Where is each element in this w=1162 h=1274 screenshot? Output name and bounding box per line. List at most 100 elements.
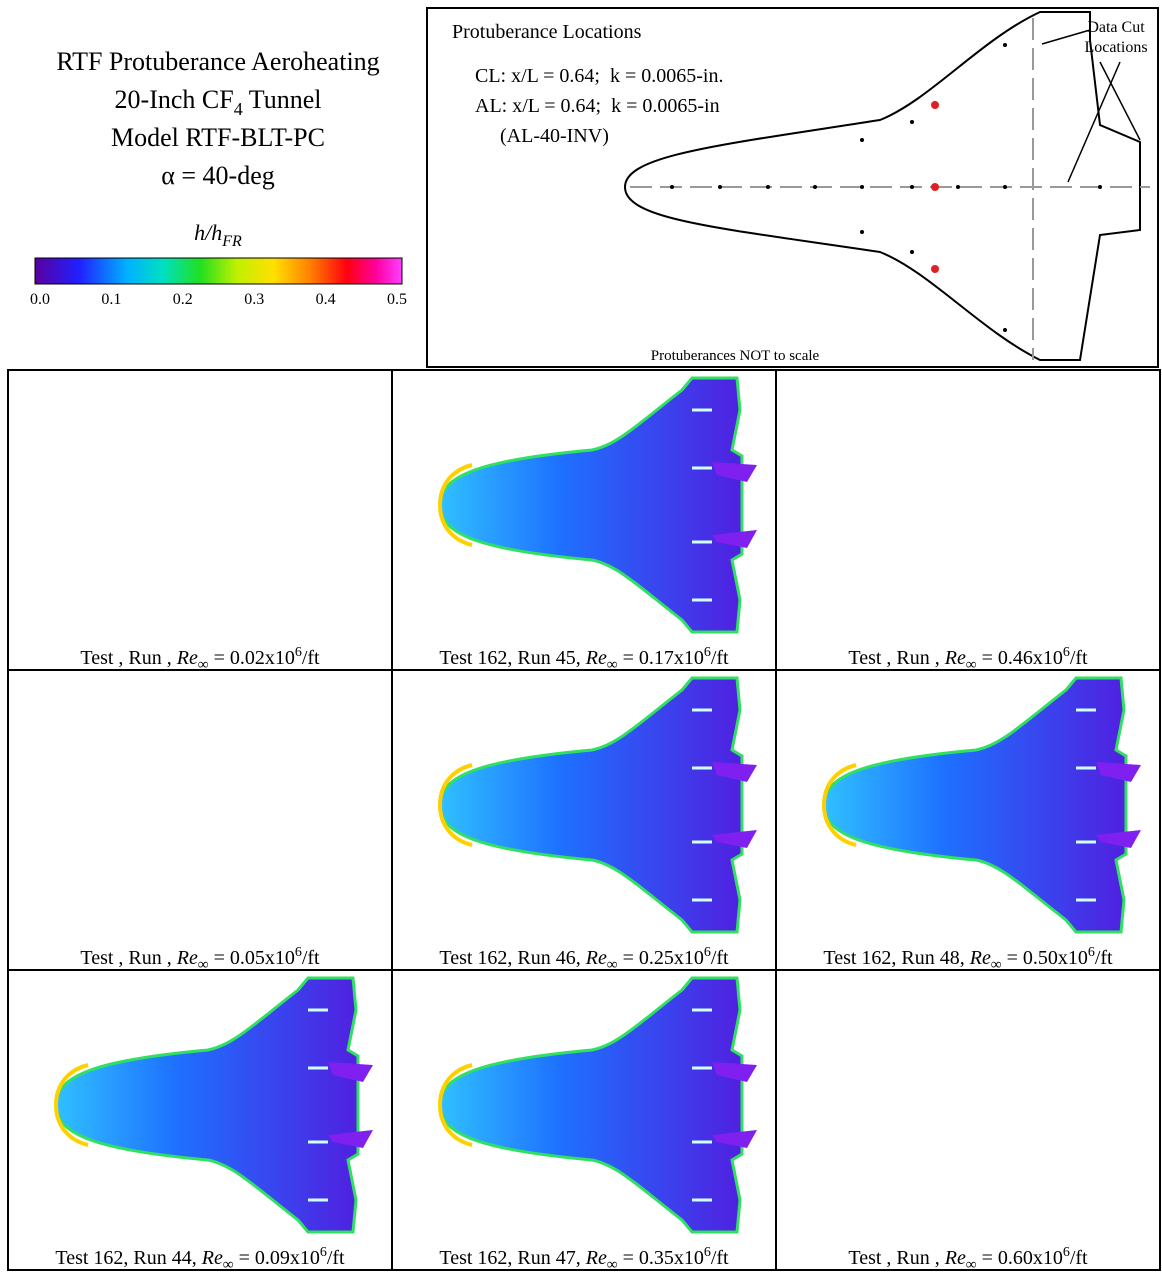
exp: 6 [295, 945, 302, 960]
exp: 6 [704, 945, 711, 960]
locations-line: AL: x/L = 0.64; k = 0.0065-in [475, 95, 720, 117]
shuttle-outline [623, 11, 1141, 361]
colorbar-tick: 0.0 [30, 291, 50, 308]
title-line: Model RTF-BLT-PC [111, 123, 325, 152]
unit: /ft [1095, 947, 1113, 969]
panel-caption: Test 162, Run 46, Re∞ = 0.25x106/ft [439, 945, 729, 973]
unit: /ft [1070, 1247, 1088, 1269]
prefix: Test , Run , [848, 647, 944, 669]
cut-arrows [1041, 29, 1141, 183]
exp: 6 [1063, 645, 1070, 660]
prefix: Test , Run , [80, 647, 176, 669]
text: RTF Protuberance Aeroheating [56, 47, 379, 76]
exp: 6 [704, 645, 711, 660]
locations-line: (AL-40-INV) [500, 125, 609, 147]
panel-caption: Test 162, Run 44, Re∞ = 0.09x106/ft [55, 1245, 345, 1273]
var: Re [176, 647, 198, 669]
panel-caption: Test 162, Run 45, Re∞ = 0.17x106/ft [439, 645, 729, 673]
prefix: Test , Run , [80, 947, 176, 969]
prefix: Test 162, Run 45, [439, 647, 585, 669]
label-sub: FR [221, 233, 242, 250]
var: Re [201, 1247, 223, 1269]
panel-caption: Test , Run , Re∞ = 0.05x106/ft [80, 945, 320, 973]
rest: = 0.60x10 [977, 1247, 1063, 1269]
rest: = 0.05x10 [209, 947, 295, 969]
panel-grid [7, 369, 1161, 1271]
colorbar-tick: 0.4 [316, 291, 336, 308]
var: Re [944, 647, 966, 669]
sub: ∞ [966, 657, 977, 673]
var: Re [585, 647, 607, 669]
locations-line: CL: x/L = 0.64; k = 0.0065-in. [475, 65, 723, 87]
prefix: Test 162, Run 47, [439, 1247, 585, 1269]
sub: ∞ [607, 657, 618, 673]
exp: 6 [1088, 945, 1095, 960]
header: RTF Protuberance Aeroheating 20-Inch CF4 … [56, 47, 379, 190]
prefix: Test 162, Run 48, [823, 947, 969, 969]
unit: /ft [711, 1247, 729, 1269]
rest: = 0.17x10 [618, 647, 704, 669]
exp: 6 [320, 1245, 327, 1260]
colorbar-tick: 0.1 [101, 291, 121, 308]
heat-image [438, 676, 759, 934]
sub: ∞ [991, 957, 1002, 973]
cut-lines [630, 18, 1150, 360]
exp: 6 [1063, 1245, 1070, 1260]
var: Re [585, 947, 607, 969]
var: Re [944, 1247, 966, 1269]
locations-title: Protuberance Locations [452, 21, 642, 43]
rest: = 0.50x10 [1002, 947, 1088, 969]
text: Model RTF-BLT-PC [111, 123, 325, 152]
cut-label: Data Cut [1087, 19, 1145, 36]
sub: ∞ [223, 1257, 234, 1273]
rest: = 0.09x10 [234, 1247, 320, 1269]
sub: ∞ [607, 957, 618, 973]
prefix: Test 162, Run 44, [55, 1247, 201, 1269]
unit: /ft [1070, 647, 1088, 669]
var: Re [969, 947, 991, 969]
text: 20-Inch CF [115, 85, 234, 114]
text: α = 40-deg [161, 161, 274, 190]
locations-box [426, 7, 1159, 368]
colorbar-tick: 0.5 [387, 291, 407, 308]
heat-image [54, 976, 375, 1234]
panel-caption: Test 162, Run 48, Re∞ = 0.50x106/ft [823, 945, 1113, 973]
sub: 4 [234, 99, 243, 119]
sub: ∞ [198, 957, 209, 973]
prefix: Test , Run , [848, 1247, 944, 1269]
panel-caption: Test 162, Run 47, Re∞ = 0.35x106/ft [439, 1245, 729, 1273]
panel-caption: Test , Run , Re∞ = 0.02x106/ft [80, 645, 320, 673]
sub: ∞ [607, 1257, 618, 1273]
var: Re [585, 1247, 607, 1269]
label: h/h [194, 220, 222, 245]
cut-label: Locations [1084, 39, 1147, 56]
rest: = 0.25x10 [618, 947, 704, 969]
title-line: RTF Protuberance Aeroheating [56, 47, 379, 76]
unit: /ft [302, 647, 320, 669]
text: Tunnel [243, 85, 322, 114]
title-line: α = 40-deg [161, 161, 274, 190]
heat-image [822, 676, 1143, 934]
unit: /ft [711, 647, 729, 669]
unit: /ft [327, 1247, 345, 1269]
rest: = 0.46x10 [977, 647, 1063, 669]
rest: = 0.02x10 [209, 647, 295, 669]
title-line: 20-Inch CF4 Tunnel [115, 85, 322, 119]
note: Protuberances NOT to scale [651, 348, 820, 364]
sub: ∞ [198, 657, 209, 673]
sub: ∞ [966, 1257, 977, 1273]
exp: 6 [704, 1245, 711, 1260]
colorbar-tick: 0.2 [173, 291, 193, 308]
heat-image [438, 376, 759, 634]
var: Re [176, 947, 198, 969]
panel-caption: Test , Run , Re∞ = 0.60x106/ft [848, 1245, 1088, 1273]
heat-image [438, 976, 759, 1234]
unit: /ft [302, 947, 320, 969]
panel-caption: Test , Run , Re∞ = 0.46x106/ft [848, 645, 1088, 673]
colorbar [34, 257, 403, 285]
colorbar-label: h/hFR [194, 220, 242, 250]
colorbar-tick: 0.3 [244, 291, 264, 308]
protuberance-dots [670, 43, 1102, 332]
unit: /ft [711, 947, 729, 969]
